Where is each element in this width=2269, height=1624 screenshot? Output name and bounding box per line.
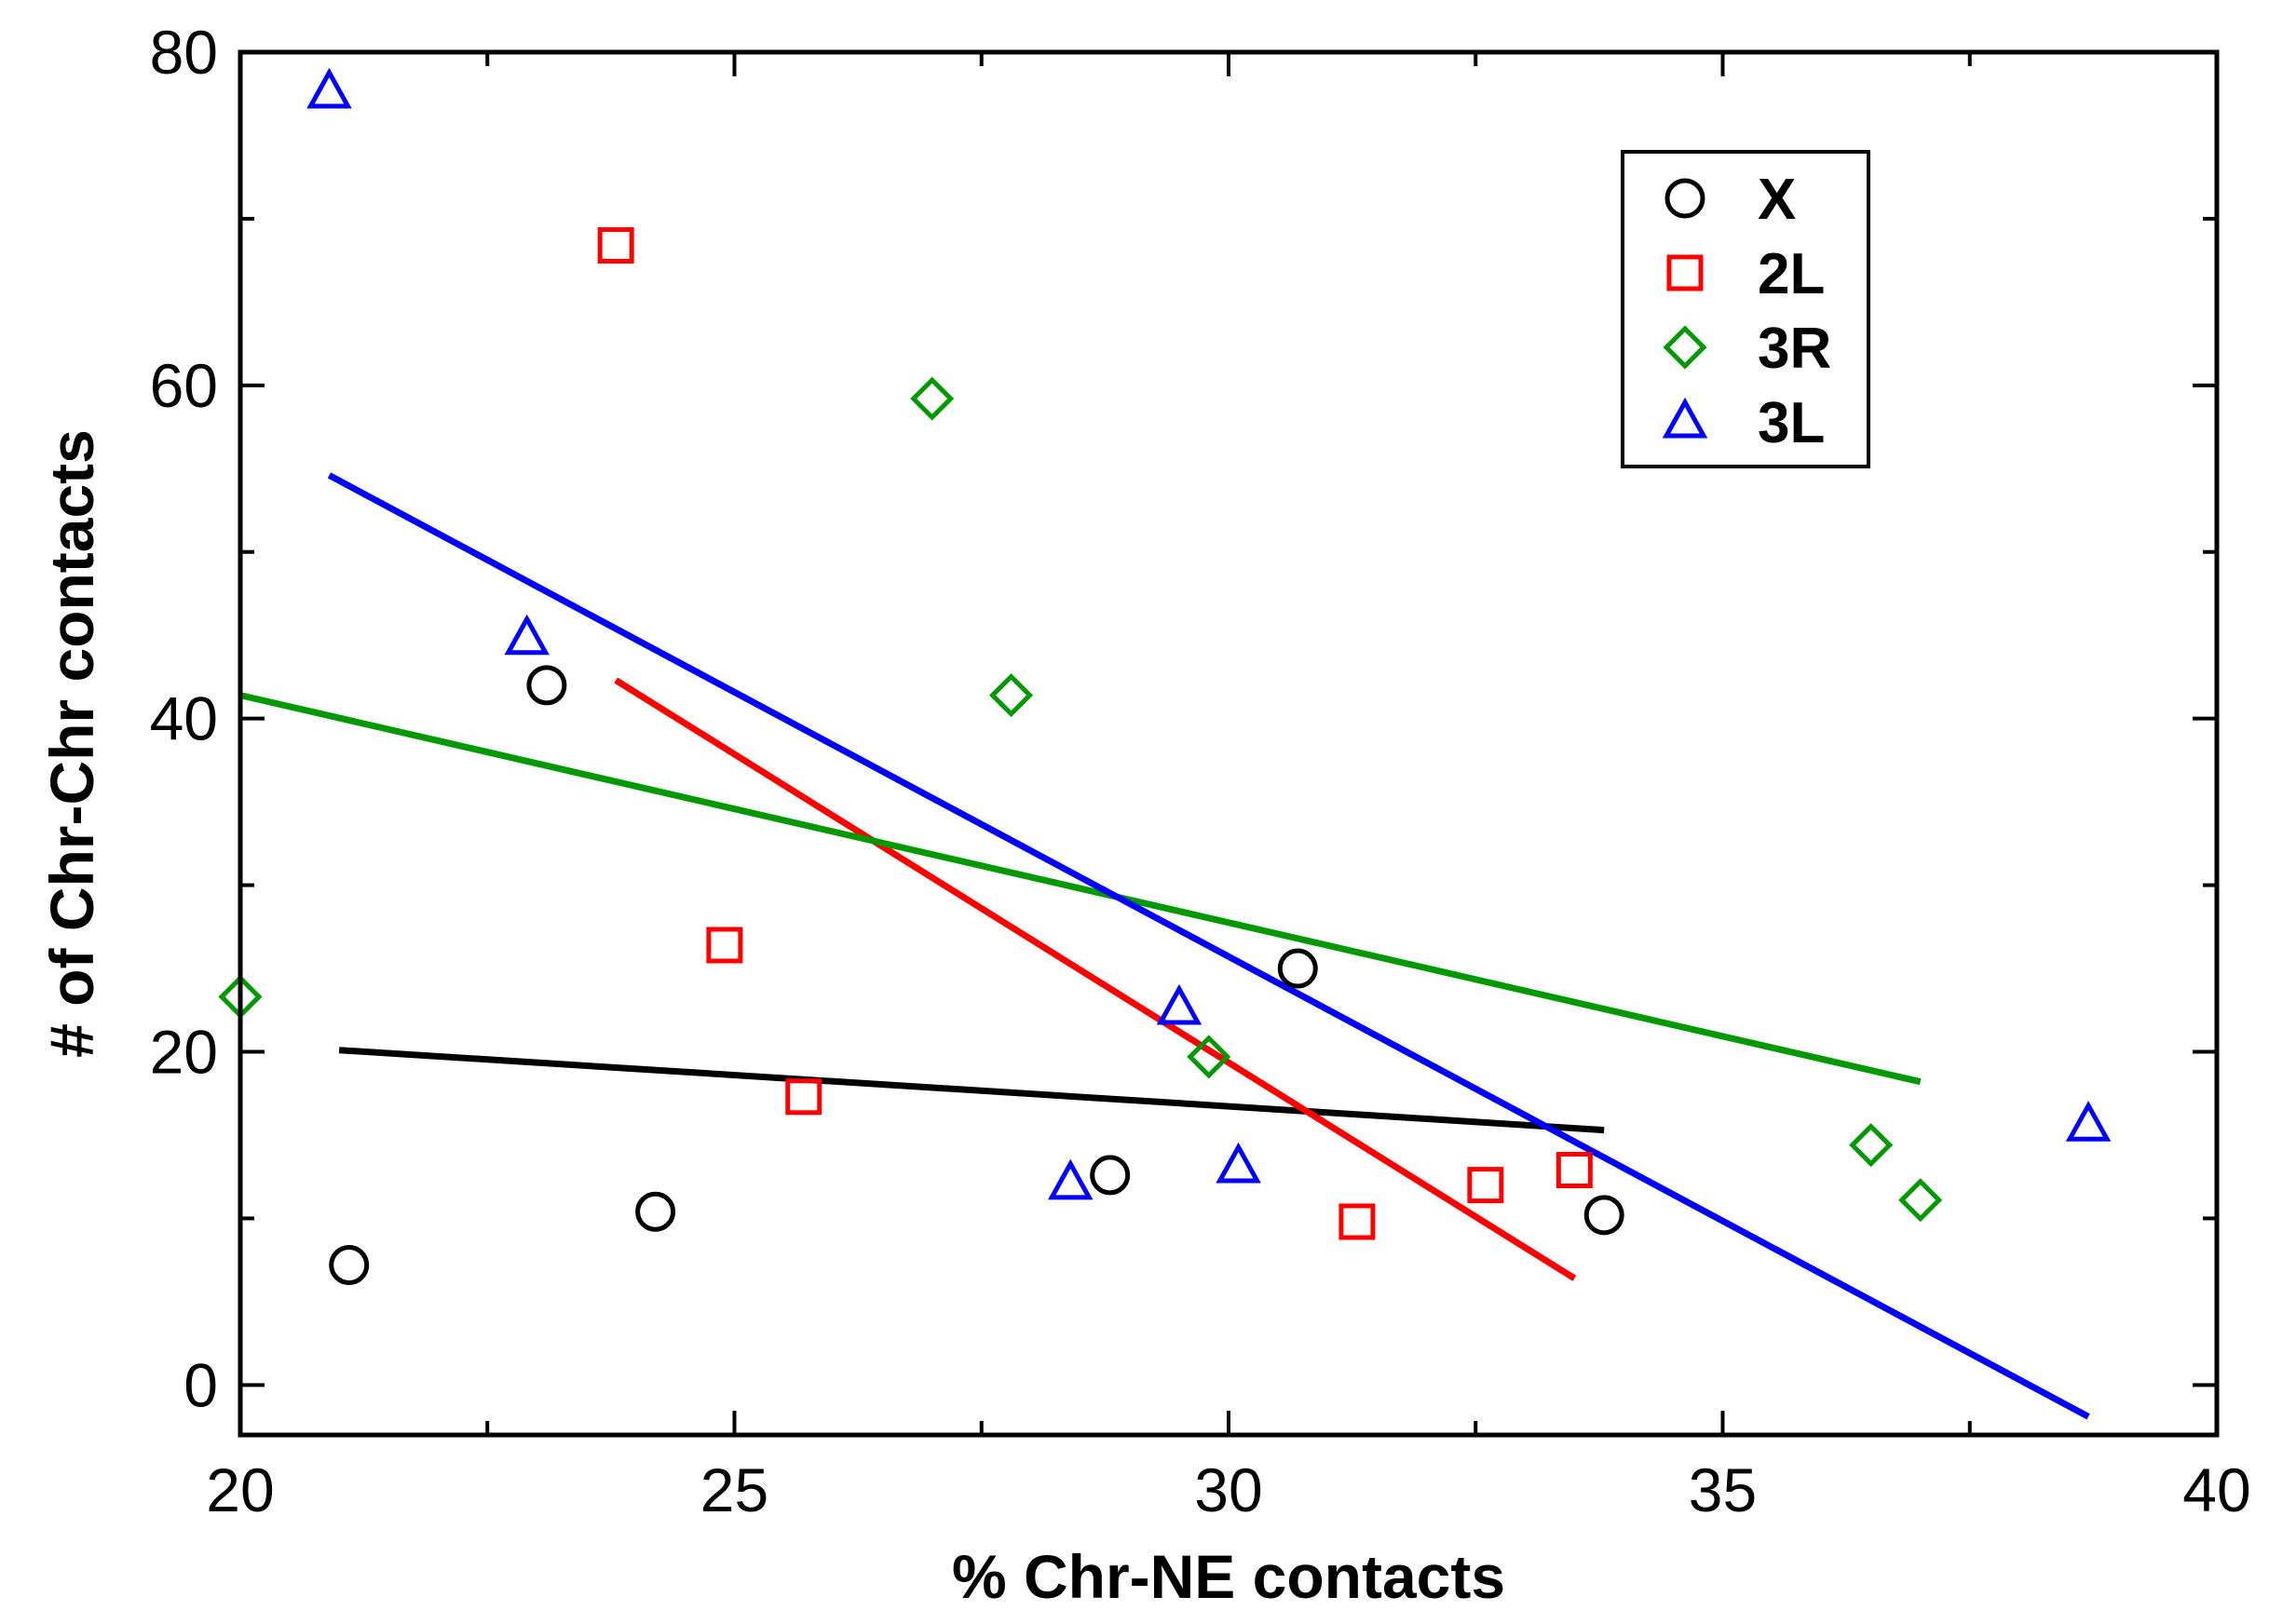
point-2l <box>597 227 634 264</box>
point-3r <box>989 673 1034 718</box>
point-3l <box>1156 983 1202 1025</box>
point-3r <box>1849 1123 1894 1168</box>
y-axis-title: # of Chr-Chr contacts <box>37 429 106 1058</box>
point-2l <box>785 1078 822 1116</box>
point-x <box>1277 948 1318 989</box>
y-tick-label: 0 <box>183 1350 218 1419</box>
legend-marker-3l <box>1662 397 1708 439</box>
point-x <box>526 665 567 706</box>
legend-marker-3r <box>1663 325 1707 370</box>
fit-line-2l <box>614 677 1577 1281</box>
x-axis-title: % Chr-NE contacts <box>952 1542 1505 1611</box>
x-tick-label: 40 <box>2182 1455 2250 1524</box>
fit-line-x <box>338 1047 1605 1134</box>
y-tick-label: 60 <box>150 351 218 420</box>
legend-box <box>1621 150 1870 468</box>
y-tick-label: 20 <box>150 1017 218 1086</box>
point-x <box>635 1191 676 1232</box>
legend-marker-2l <box>1666 254 1704 291</box>
legend-marker-x <box>1664 178 1705 219</box>
y-tick-label: 40 <box>150 684 218 753</box>
fit-line-3l <box>327 472 2090 1420</box>
tick-labels: 20 25 30 35 40 0 20 40 60 80 <box>150 18 2251 1524</box>
point-3l <box>306 67 352 109</box>
point-2l <box>1556 1152 1593 1189</box>
x-tick-label: 35 <box>1689 1455 1757 1524</box>
fit-lines <box>239 472 2090 1420</box>
point-3l <box>1047 1158 1094 1200</box>
data-markers <box>218 67 2112 1286</box>
point-3r <box>910 376 955 421</box>
point-3l <box>1216 1142 1261 1184</box>
point-x <box>1583 1195 1624 1236</box>
point-3r <box>1187 1035 1231 1079</box>
plot-frame <box>238 49 2220 1438</box>
point-3r <box>1898 1178 1943 1223</box>
axis-ticks <box>238 50 2219 1435</box>
point-x <box>329 1245 370 1286</box>
x-tick-label: 20 <box>206 1455 274 1524</box>
point-2l <box>706 927 743 964</box>
point-3l <box>2065 1101 2112 1142</box>
point-2l <box>1338 1203 1376 1240</box>
point-3l <box>504 614 550 656</box>
legend-label-x: X <box>1758 168 1796 232</box>
x-tick-label: 25 <box>700 1455 768 1524</box>
point-x <box>1090 1155 1131 1196</box>
y-tick-label: 80 <box>150 18 218 87</box>
point-2l <box>1467 1167 1504 1204</box>
legend: X 2L 3R 3L <box>1621 150 1870 468</box>
x-tick-label: 30 <box>1194 1455 1262 1524</box>
fit-line-3r <box>239 692 1922 1086</box>
legend-label-2l: 2L <box>1758 242 1825 306</box>
legend-label-3r: 3R <box>1758 317 1831 381</box>
legend-label-3l: 3L <box>1758 391 1825 455</box>
